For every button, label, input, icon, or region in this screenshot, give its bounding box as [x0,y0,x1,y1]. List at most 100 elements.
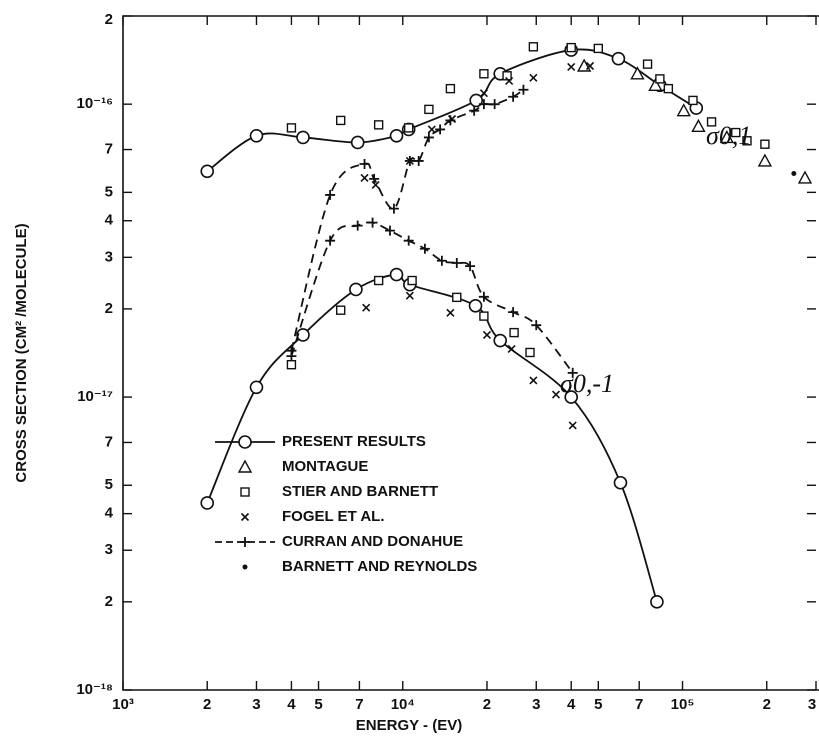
data-point [731,127,741,138]
data-point [296,328,310,342]
x-axis-label: ENERGY - (EV) [356,717,462,734]
legend-label: CURRAN AND DONAHUE [282,533,463,550]
x-tick-label: 3 [808,696,816,713]
y-tick-label: 2 [105,11,113,28]
data-point [359,158,370,169]
x-tick-label: 4 [567,696,576,713]
data-point [405,291,414,300]
data-point [613,475,628,490]
x-tick-label: 7 [635,696,643,713]
data-point [403,235,414,246]
data-point [585,61,595,71]
y-tick-label: 10⁻¹⁶ [76,95,113,112]
data-point [688,95,698,106]
y-tick-label: 10⁻¹⁷ [77,388,113,405]
data-point [424,104,434,115]
data-point [648,77,663,91]
data-point [719,129,735,144]
data-point [478,291,489,302]
x-tick-label: 3 [532,696,540,713]
data-point [335,305,346,315]
x-tick-label: 10³ [112,696,134,713]
data-point [630,66,645,80]
legend-label: BARNETT AND REYNOLDS [282,558,477,575]
x-tick-label: 7 [355,696,363,713]
data-point [200,496,215,510]
data-point [367,217,378,228]
data-point [362,303,371,312]
data-point [249,380,264,395]
x-tick-label: 5 [594,696,602,713]
data-point [286,359,297,370]
data-point [423,132,434,143]
data-point [373,120,384,130]
y-tick-label: 7 [105,141,113,158]
data-point [404,155,415,166]
data-point [389,128,404,143]
data-point [663,83,674,94]
data-point [286,351,297,362]
data-point [507,344,516,354]
data-point [568,421,577,430]
data-point [468,298,483,313]
y-tick-label: 4 [105,212,114,229]
x-tick-label: 3 [252,696,260,713]
data-point [691,118,706,133]
data-point [567,62,576,72]
data-point [478,99,489,110]
x-tick-label: 10⁵ [671,696,695,713]
y-tick-label: 2 [105,300,113,317]
y-tick-label: 2 [105,593,113,610]
data-point [529,73,538,82]
data-point [791,170,797,176]
data-point [676,103,691,117]
data-point [335,115,346,126]
x-tick-label: 2 [483,696,491,713]
data-point [373,275,384,286]
data-point [388,203,399,214]
y-tick-label: 5 [105,476,113,493]
annotation: σ0,1 [706,121,751,150]
data-point [419,243,430,254]
annotation: σ0,-1 [560,369,614,398]
data-point [360,173,369,182]
legend-symbol [240,537,250,547]
data-point [403,123,414,133]
data-point [325,235,336,246]
data-point [446,308,455,317]
data-point [760,139,770,149]
data-point [493,333,508,348]
data-point [566,42,576,53]
data-point [469,105,480,116]
data-point [479,69,489,79]
legend-symbol [238,435,252,449]
data-point [384,225,395,236]
data-point [407,275,417,286]
y-axis-label: CROSS SECTION (CM² /MOLECULE) [13,223,30,482]
data-point [200,164,215,179]
legend-label: STIER AND BARNETT [282,483,438,500]
data-point [576,58,592,72]
data-point [642,59,653,69]
data-point [349,282,363,297]
series-line [206,48,697,603]
data-point [518,84,529,95]
data-point [525,347,535,358]
data-point [593,43,604,54]
legend-symbol [242,564,248,570]
legend-symbol [240,487,250,497]
data-point [706,117,717,127]
y-tick-label: 5 [105,183,113,200]
data-point [479,311,489,321]
data-point [389,267,404,282]
data-point [531,320,542,331]
data-point [650,595,664,609]
data-point [742,136,752,146]
series-line [290,89,574,374]
data-point [296,130,310,145]
data-point [352,220,363,231]
data-point [757,153,773,167]
data-point [655,74,665,84]
y-tick-label: 7 [105,433,113,450]
